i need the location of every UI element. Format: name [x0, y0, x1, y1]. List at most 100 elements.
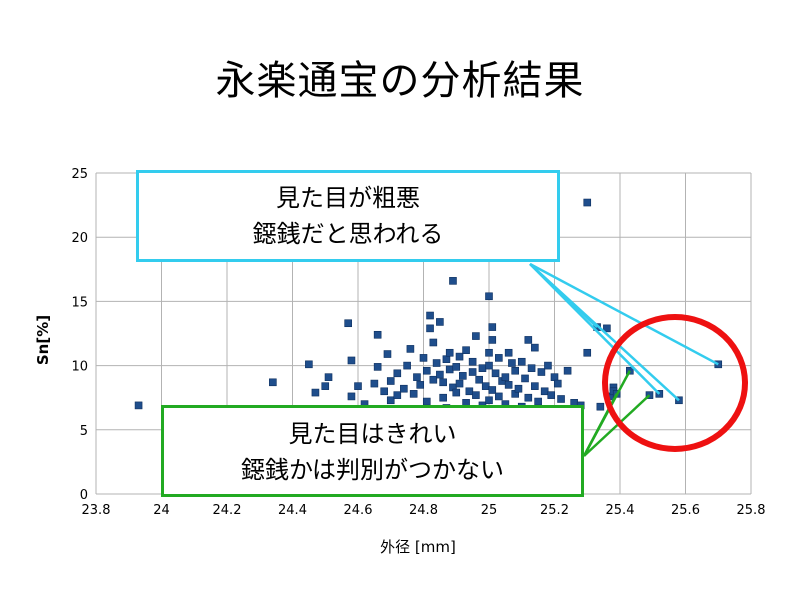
data-point [416, 381, 425, 389]
x-tick-label: 25.6 [671, 503, 700, 518]
data-point [426, 311, 434, 320]
data-point [373, 330, 382, 339]
y-tick-label: 10 [71, 360, 88, 375]
data-point [537, 368, 546, 376]
y-axis-label: Sn[%] [34, 315, 52, 365]
data-point [504, 348, 513, 357]
data-point [501, 373, 510, 381]
data-point [544, 361, 552, 370]
data-point [354, 382, 362, 390]
x-tick-label: 24.4 [278, 503, 307, 518]
x-axis-label: 外径 [mm] [380, 538, 456, 556]
data-point [481, 382, 490, 390]
y-tick-label: 0 [80, 488, 88, 503]
data-point [511, 366, 520, 375]
data-point [583, 348, 592, 357]
data-point [472, 391, 480, 399]
data-point [517, 357, 526, 366]
data-point [445, 365, 454, 374]
callout-top-line2: 鐚銭だと思われる [252, 220, 444, 248]
data-point [321, 382, 330, 390]
data-point [324, 373, 333, 381]
data-point [406, 345, 415, 353]
data-point [426, 324, 434, 333]
data-point [534, 397, 542, 406]
data-point [429, 375, 438, 384]
data-point [475, 375, 483, 384]
data-point [485, 348, 493, 357]
y-tick-label: 25 [71, 167, 88, 182]
y-tick-label: 20 [71, 231, 88, 246]
data-point [462, 346, 470, 354]
data-point [422, 366, 431, 375]
data-point [422, 397, 431, 406]
data-point [508, 359, 516, 367]
data-point [269, 378, 277, 387]
data-point [596, 402, 605, 411]
data-point [409, 390, 418, 398]
y-tick-label: 15 [71, 295, 88, 310]
tick-labels: 23.8 24 24.2 24.4 24.6 24.8 25 25.2 25.4 25.6 25.8… [71, 167, 765, 518]
data-point [305, 360, 313, 369]
data-point [311, 388, 320, 397]
data-point [491, 369, 500, 378]
data-point [445, 348, 454, 357]
callout-rough-coins: 見た目が粗悪 鐚銭だと思われる [136, 170, 560, 262]
data-point [524, 393, 533, 402]
data-point [439, 378, 447, 387]
x-tick-label: 24.6 [344, 503, 373, 518]
data-point [344, 319, 352, 328]
x-tick-label: 24 [153, 503, 170, 518]
data-point [383, 350, 392, 358]
callout-top-line1: 見た目が粗悪 [276, 184, 420, 212]
data-points [134, 198, 723, 420]
callout-bottom-line2: 鐚銭かは判別がつかない [240, 456, 505, 484]
data-point [514, 384, 523, 393]
data-point [504, 381, 513, 389]
data-point [531, 343, 539, 352]
callout-clean-coins: 見た目はきれい 鐚銭かは判別がつかない [161, 405, 584, 497]
x-tick-label: 25.4 [606, 503, 635, 518]
data-point [439, 393, 447, 402]
callout-pointer-top [529, 262, 719, 366]
data-point [134, 401, 143, 410]
data-point [403, 361, 411, 370]
x-tick-label: 25.8 [737, 503, 766, 518]
data-point [468, 357, 477, 366]
data-point [393, 369, 402, 378]
data-point [553, 379, 562, 388]
x-tick-label: 24.2 [213, 503, 242, 518]
callout-pointer-top [529, 263, 598, 328]
data-point [478, 364, 487, 372]
data-point [547, 391, 556, 399]
slide-title: 永楽通宝の分析結果 [215, 58, 585, 104]
data-point [419, 354, 428, 362]
data-point [380, 387, 389, 396]
data-point [603, 324, 611, 333]
x-tick-label: 25.2 [540, 503, 569, 518]
data-point [531, 382, 539, 390]
highlight-ring [602, 314, 748, 452]
data-point [583, 198, 592, 207]
data-point [527, 364, 536, 372]
data-point [370, 379, 379, 388]
x-tick-label: 23.8 [82, 503, 111, 518]
data-point [495, 354, 503, 362]
data-point [400, 384, 408, 393]
data-point [458, 372, 467, 380]
data-point [429, 338, 438, 347]
data-point [347, 356, 356, 365]
callout-pointer-bottom [583, 394, 651, 457]
data-point [449, 277, 457, 285]
callout-bottom-line1: 見た目はきれい [288, 420, 457, 448]
data-point [563, 366, 572, 375]
x-tick-label: 24.8 [409, 503, 438, 518]
data-point [485, 361, 493, 370]
data-point [521, 374, 529, 383]
data-point [452, 363, 461, 371]
data-point [485, 396, 493, 405]
data-point [550, 373, 559, 381]
data-point [524, 336, 533, 344]
data-point [455, 379, 464, 388]
y-tick-label: 5 [80, 424, 88, 439]
